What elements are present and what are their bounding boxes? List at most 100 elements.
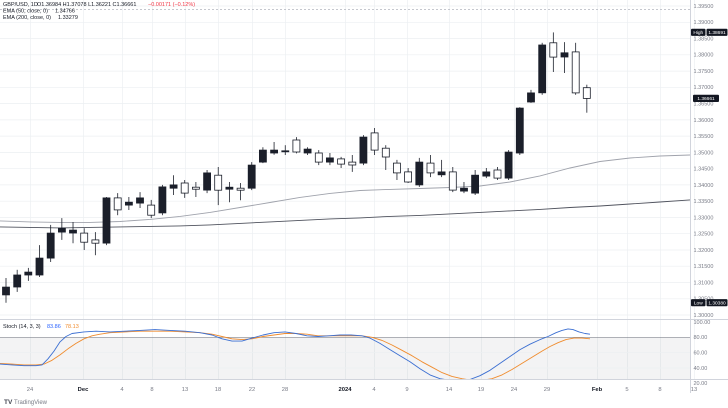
candle [404,168,413,183]
svg-text:40.00: 40.00 [694,366,708,372]
candle [258,147,267,164]
low-label-badge: Low [691,299,706,307]
stoch-legend[interactable]: Stoch (14, 3, 3) 83.86 78.13 [3,324,79,330]
candle [169,175,178,195]
candle [136,192,144,208]
candle [203,170,212,194]
svg-text:1.38500: 1.38500 [694,36,714,42]
ema-lines [0,154,691,229]
candle [225,182,234,203]
candle [102,197,111,246]
svg-text:1.36500: 1.36500 [694,102,714,108]
candle [348,155,357,172]
svg-text:Feb: Feb [592,387,603,393]
candle [426,155,435,178]
change-value: −0.00171 (−0.12%) [148,2,195,8]
svg-text:1.39000: 1.39000 [694,20,714,26]
candles-series [2,32,591,303]
candle [415,157,424,187]
tradingview-logo[interactable]: TV TradingView [4,399,48,406]
svg-text:Dec: Dec [78,387,89,393]
stochastic-pane [0,328,690,381]
candle [69,222,77,244]
svg-text:19: 19 [478,387,484,393]
svg-text:1.32500: 1.32500 [694,232,714,238]
stoch-label[interactable]: Stoch (14, 3, 3) [3,324,41,330]
stoch-k-line[interactable] [0,328,591,381]
svg-text:8: 8 [658,387,661,393]
candle [2,278,10,303]
candle [35,245,44,277]
candle [582,84,591,113]
tradingview-logo-mark: TV [4,399,13,406]
svg-text:1.34500: 1.34500 [694,167,714,173]
svg-text:100.00: 100.00 [694,320,711,326]
ema200-legend[interactable]: EMA (200, close, 0) 1.33279 [3,15,78,21]
candle [180,180,189,198]
stoch-band [0,337,690,379]
candle [13,269,22,292]
candle [560,42,569,73]
svg-text:1.33000: 1.33000 [694,215,714,221]
price-badges: High 1.38691 1.36661 Low 1.30380 [691,28,728,307]
svg-text:1.34000: 1.34000 [694,183,714,189]
svg-text:13: 13 [182,387,188,393]
svg-text:24: 24 [27,387,34,393]
candle [214,167,223,206]
svg-text:4: 4 [372,387,376,393]
price-axis[interactable]: 1.39500 1.39000 1.38500 1.38000 1.37500 1.370… [694,4,714,387]
svg-text:1.35000: 1.35000 [694,150,714,156]
ema50-legend[interactable]: EMA (50, close, 0) 1.34766 [3,9,75,15]
candle [314,150,323,166]
symbol-title[interactable]: GBP/USD, 1D [3,2,38,8]
candle [147,199,156,219]
ema200-label[interactable]: EMA (200, close, 0) [3,15,51,21]
candle [549,32,558,72]
pane-separators [0,0,728,393]
candle [471,170,480,195]
grid-lines [0,0,695,379]
svg-text:14: 14 [446,387,453,393]
stoch-d-value: 78.13 [65,324,79,330]
time-axis[interactable]: 24 Dec 4 8 13 18 22 28 2024 4 9 14 19 24 29 Feb 5 8 13 [27,387,697,393]
svg-text:20.00: 20.00 [694,381,708,387]
candle [303,147,312,155]
svg-text:High: High [693,30,703,36]
low-price-badge: 1.30380 [706,299,728,307]
candle [91,232,100,256]
svg-text:24: 24 [511,387,518,393]
candle [325,153,334,166]
svg-text:1.37000: 1.37000 [694,85,714,91]
last-price-badge: 1.36661 [693,94,719,102]
symbol-legend[interactable]: GBP/USD, 1D O1.36984 H1.37078 L1.36221 C… [3,2,195,8]
candle [437,159,446,178]
svg-text:22: 22 [249,387,255,393]
candle [504,150,513,180]
candle [270,142,279,155]
svg-text:1.38000: 1.38000 [694,53,714,59]
svg-text:1.31000: 1.31000 [694,280,714,286]
candle [191,182,200,197]
candle [58,218,66,240]
ema50-line[interactable] [0,154,691,223]
svg-text:80.00: 80.00 [694,335,708,341]
ema200-line[interactable] [0,199,691,229]
candle [482,168,491,179]
ema50-label[interactable]: EMA (50, close, 0) [3,9,48,15]
svg-text:1.30380: 1.30380 [708,301,726,307]
svg-text:1.36661: 1.36661 [697,96,715,102]
candle [359,135,368,166]
svg-text:Low: Low [694,301,703,307]
svg-text:1.37500: 1.37500 [694,69,714,75]
stoch-d-line[interactable] [0,330,591,380]
svg-text:1.31500: 1.31500 [694,264,714,270]
svg-text:9: 9 [405,387,408,393]
high-label-badge: High [691,28,706,36]
high-price-badge: 1.38691 [706,28,728,36]
tradingview-logo-text: TradingView [14,400,48,406]
candle [337,156,346,168]
svg-text:8: 8 [150,387,153,393]
